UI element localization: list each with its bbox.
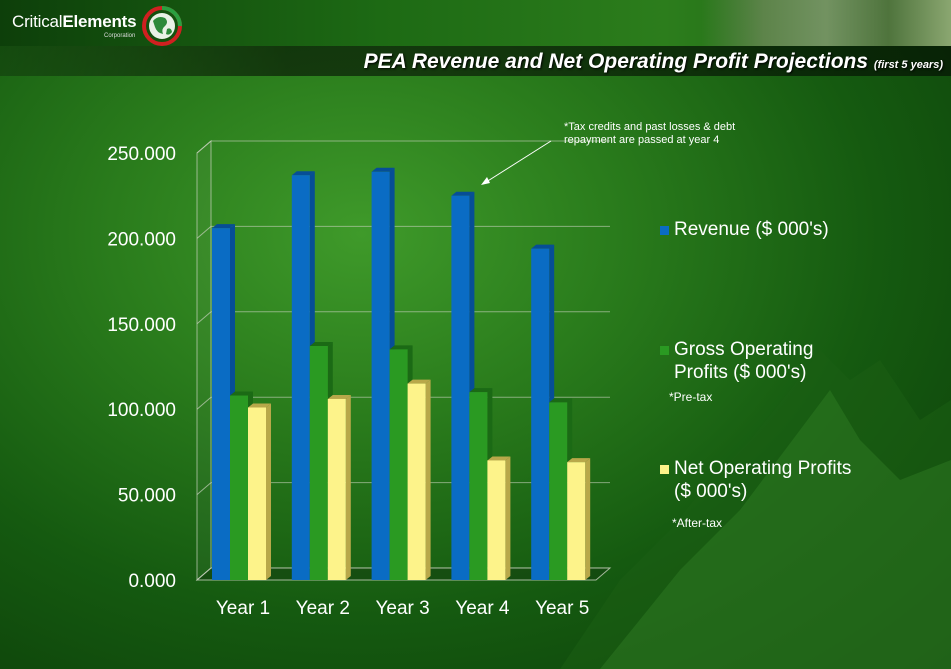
bar-side [425,379,431,580]
bar [451,195,470,580]
bar [531,248,550,580]
x-tick-label: Year 2 [296,598,350,619]
tax-annotation-line-2: repayment are passed at year 4 [564,134,720,146]
company-logo-text: CriticalElements [12,12,137,32]
bar-top [230,391,253,396]
slide-title-suffix: (first 5 years) [873,59,943,71]
bar [230,395,248,580]
mountain-background [560,350,951,669]
x-tick-label: Year 1 [216,598,270,619]
logo-word-1: Critical [12,12,63,31]
bar [309,346,328,580]
legend-revenue-line-1: Revenue ($ 000's) [674,219,829,240]
chart-side-wall [196,139,212,582]
legend-label-gross: Gross Operating Profits ($ 000's) [674,338,813,384]
x-tick-label: Year 5 [535,598,589,619]
bar-top [248,403,271,408]
bar [327,398,346,580]
bar [487,460,506,580]
y-tick-label: 250.000 [107,144,176,165]
globe-logo-icon [142,6,182,46]
bar [567,462,586,580]
bar [389,349,408,580]
bar-side [505,456,511,580]
logo-word-2: Elements [62,12,137,31]
x-tick-label: Year 4 [455,598,510,619]
gridline-diagonal [196,482,212,495]
logo-subtitle: Corporation [104,33,136,39]
gridline-diagonal [196,311,212,325]
bar-top [549,398,573,403]
y-tick-label: 150.000 [107,315,176,336]
annotation-arrow [482,140,552,185]
legend-swatch-revenue [660,226,669,235]
y-tick-label: 100.000 [107,400,176,421]
bar-top [567,458,591,463]
gridline-diagonal [196,396,212,410]
bar-side [266,403,271,580]
annotation-arrowhead [481,177,490,185]
bar-side [585,458,591,580]
legend-net-line-1: Net Operating Profits [674,458,852,479]
legend-gross-line-1: Gross Operating [674,339,814,360]
y-tick-label: 0.000 [128,571,176,592]
bar-side [345,394,351,580]
legend-net-line-2: ($ 000's) [674,481,748,502]
header-photo-strip [701,0,951,46]
bar [469,392,488,580]
slide-title-main: PEA Revenue and Net Operating Profit Pro… [363,50,869,73]
legend-label-revenue: Revenue ($ 000's) [674,218,829,241]
legend-label-net: Net Operating Profits ($ 000's) [674,457,851,503]
tax-annotation: *Tax credits and past losses & debt repa… [564,121,735,147]
y-tick-label: 200.000 [107,229,176,250]
legend-net-note: *After-tax [672,516,723,530]
bar-top [389,345,413,350]
tax-annotation-line-1: *Tax credits and past losses & debt [564,121,736,133]
legend-swatch-net [660,465,669,474]
bar [212,228,230,581]
bar-top [327,394,351,399]
y-tick-label: 50.000 [118,486,176,507]
gridline-diagonal [196,226,212,239]
x-tick-label: Year 3 [375,598,429,619]
bar-top [451,191,475,196]
legend-swatch-gross [660,346,669,355]
bar [248,407,266,580]
slide-title: PEA Revenue and Net Operating Profit Pro… [364,50,943,74]
legend-gross-line-2: Profits ($ 000's) [674,362,807,383]
bar-top [212,224,235,229]
bar-top [371,167,395,172]
gridline-diagonal [196,140,212,154]
bar-top [309,342,333,347]
title-bar [0,46,951,76]
bar-top [469,388,493,393]
bar [371,171,390,580]
bar-top [531,244,555,249]
bar-top [291,171,315,176]
legend-gross-note: *Pre-tax [669,390,713,404]
bar [407,383,426,580]
bar-top [407,379,431,384]
bar [291,175,310,581]
bar-top [487,456,511,461]
bar [549,402,568,580]
